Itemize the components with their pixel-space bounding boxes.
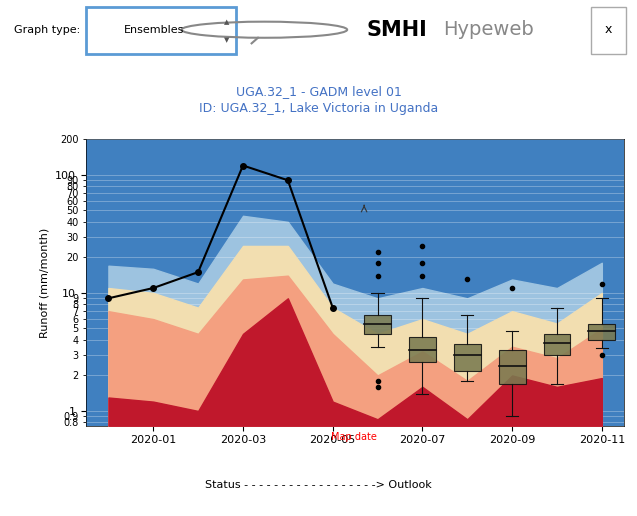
Text: x: x (605, 23, 612, 36)
Bar (499, 350, 526, 384)
Bar (364, 315, 391, 334)
FancyBboxPatch shape (591, 7, 626, 55)
Y-axis label: Runoff (mm/month): Runoff (mm/month) (39, 228, 50, 337)
Text: SMHI: SMHI (366, 20, 427, 40)
Text: Graph type:: Graph type: (14, 25, 80, 35)
Text: ID: UGA.32_1, Lake Victoria in Uganda: ID: UGA.32_1, Lake Victoria in Uganda (199, 103, 438, 116)
Text: ▲: ▲ (224, 19, 229, 25)
Text: ▼: ▼ (224, 37, 229, 43)
Bar (589, 324, 615, 340)
Bar (409, 337, 436, 362)
Bar (454, 344, 481, 370)
Text: Ensembles: Ensembles (124, 25, 185, 35)
FancyBboxPatch shape (86, 7, 236, 55)
Text: Map date: Map date (331, 431, 376, 442)
Bar (543, 334, 570, 354)
Text: Hypeweb: Hypeweb (443, 20, 533, 39)
Text: UGA.32_1 - GADM level 01: UGA.32_1 - GADM level 01 (236, 86, 401, 99)
Text: Status - - - - - - - - - - - - - - - - - -> Outlook: Status - - - - - - - - - - - - - - - - -… (205, 479, 432, 490)
